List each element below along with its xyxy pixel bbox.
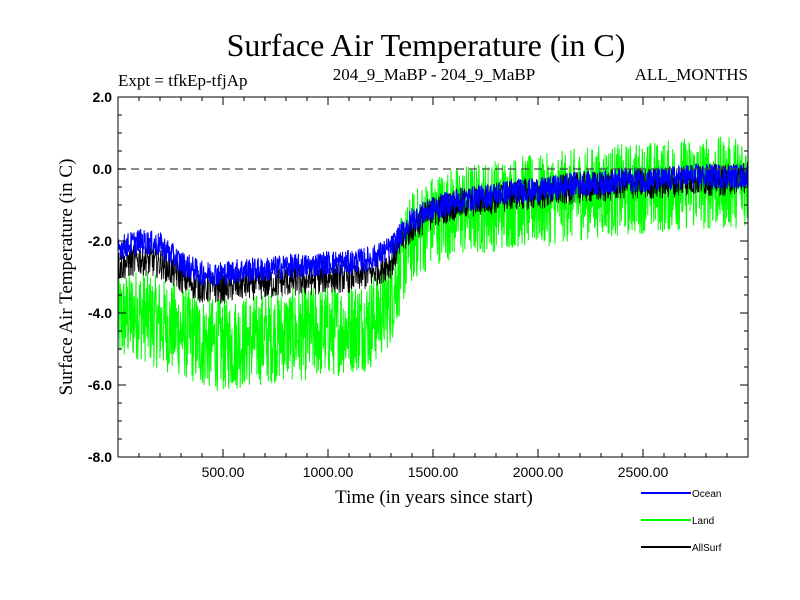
x-tick-label: 1500.00 <box>408 464 459 480</box>
ticks-layer: 500.00 1000.00 1500.00 2000.00 2500.00 -8.0 -6… <box>88 89 748 480</box>
x-tick-label: 500.00 <box>202 464 245 480</box>
legend-label-allsurf: AllSurf <box>692 543 722 554</box>
y-tick-label: -4.0 <box>88 305 112 321</box>
y-axis-label: Surface Air Temperature (in C) <box>56 159 77 396</box>
x-tick-label: 2500.00 <box>618 464 669 480</box>
series-ocean-line <box>117 163 749 287</box>
series-land-line <box>117 136 749 391</box>
y-tick-label: 2.0 <box>93 89 113 105</box>
chart-subtitle-center: 204_9_MaBP - 204_9_MaBP <box>333 65 535 84</box>
legend-label-ocean: Ocean <box>692 489 721 500</box>
x-axis-label: Time (in years since start) <box>335 487 533 508</box>
y-tick-label: 0.0 <box>93 161 113 177</box>
series-layer <box>117 136 749 391</box>
y-tick-label: -2.0 <box>88 233 112 249</box>
chart-subtitle-left: Expt = tfkEp-tfjAp <box>118 71 248 90</box>
x-tick-label: 2000.00 <box>513 464 564 480</box>
chart-subtitle-right: ALL_MONTHS <box>635 65 748 84</box>
legend: Ocean Land AllSurf <box>641 489 722 554</box>
y-tick-label: -6.0 <box>88 377 112 393</box>
chart-title: Surface Air Temperature (in C) <box>227 27 626 63</box>
legend-label-land: Land <box>692 516 714 527</box>
y-tick-label: -8.0 <box>88 449 112 465</box>
x-tick-label: 1000.00 <box>303 464 354 480</box>
